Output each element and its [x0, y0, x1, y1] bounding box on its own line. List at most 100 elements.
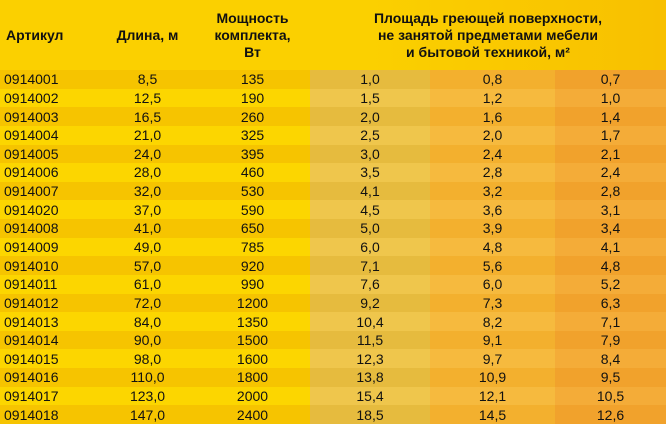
- cell: 1350: [195, 312, 310, 331]
- cell: 0914013: [0, 312, 100, 331]
- cell: 3,9: [430, 219, 555, 238]
- cell: 7,1: [555, 312, 666, 331]
- cell: 147,0: [100, 405, 195, 424]
- cell: 920: [195, 256, 310, 275]
- cell: 28,0: [100, 163, 195, 182]
- cell: 5,0: [310, 219, 430, 238]
- cell: 1,0: [555, 88, 666, 108]
- cell: 395: [195, 144, 310, 164]
- cell: 9,1: [430, 330, 555, 350]
- cell: 9,5: [555, 368, 666, 387]
- cell: 123,0: [100, 386, 195, 406]
- cell: 1800: [195, 368, 310, 387]
- cell: 135: [195, 70, 310, 89]
- header-line: и бытовой техникой, м²: [406, 43, 570, 60]
- cell: 2,1: [555, 144, 666, 164]
- cell: 5,2: [555, 274, 666, 294]
- cell: 5,6: [430, 256, 555, 275]
- cell: 0914020: [0, 200, 100, 220]
- cell: 1,5: [310, 88, 430, 108]
- cell: 0914006: [0, 163, 100, 182]
- header-line: Мощность: [216, 9, 289, 26]
- cell: 1,7: [555, 125, 666, 145]
- cell: 10,5: [555, 386, 666, 406]
- cell: 2000: [195, 386, 310, 406]
- cell: 4,8: [555, 256, 666, 275]
- header-cell: Длина, м: [116, 26, 179, 43]
- cell: 0914017: [0, 386, 100, 406]
- cell: 98,0: [100, 349, 195, 369]
- cell: 990: [195, 274, 310, 294]
- header-line: комплекта,: [214, 26, 291, 43]
- cell: 12,1: [430, 386, 555, 406]
- cell: 2,0: [430, 125, 555, 145]
- cell: 7,9: [555, 330, 666, 350]
- cell: 24,0: [100, 144, 195, 164]
- cell: 0914012: [0, 293, 100, 313]
- cell: 72,0: [100, 293, 195, 313]
- cell: 2,4: [430, 144, 555, 164]
- cell: 6,3: [555, 293, 666, 313]
- cell: 1200: [195, 293, 310, 313]
- cell: 6,0: [310, 237, 430, 257]
- cell: 3,5: [310, 163, 430, 182]
- header-line: Площадь греющей поверхности,: [373, 9, 603, 26]
- cell: 16,5: [100, 107, 195, 126]
- cell: 10,9: [430, 368, 555, 387]
- cell: 0914005: [0, 144, 100, 164]
- cell: 0914007: [0, 181, 100, 201]
- cell: 61,0: [100, 274, 195, 294]
- cell: 1,2: [430, 88, 555, 108]
- header-cell: Мощность комплекта, Вт: [195, 0, 310, 70]
- cell: 2,0: [310, 107, 430, 126]
- cell: 2,8: [430, 163, 555, 182]
- cell: 190: [195, 88, 310, 108]
- cell: 0914018: [0, 405, 100, 424]
- cell: 3,4: [555, 219, 666, 238]
- cell: 90,0: [100, 330, 195, 350]
- cell: 4,1: [555, 237, 666, 257]
- cell: 0,8: [430, 70, 555, 89]
- cell: 0914010: [0, 256, 100, 275]
- cell: 7,6: [310, 274, 430, 294]
- header-cell: Артикул: [6, 26, 64, 43]
- cell: 4,8: [430, 237, 555, 257]
- cell: 0914002: [0, 88, 100, 108]
- cell: 325: [195, 125, 310, 145]
- cell: 32,0: [100, 181, 195, 201]
- cell: 1,0: [310, 70, 430, 89]
- cell: 0914016: [0, 368, 100, 387]
- cell: 57,0: [100, 256, 195, 275]
- cell: 37,0: [100, 200, 195, 220]
- cell: 1,4: [555, 107, 666, 126]
- cell: 3,6: [430, 200, 555, 220]
- cell: 10,4: [310, 312, 430, 331]
- cell: 0914001: [0, 70, 100, 89]
- cell: 110,0: [100, 368, 195, 387]
- cell: 0914015: [0, 349, 100, 369]
- cell: 49,0: [100, 237, 195, 257]
- cell: 18,5: [310, 405, 430, 424]
- cell: 41,0: [100, 219, 195, 238]
- cell: 8,5: [100, 70, 195, 89]
- cell: 590: [195, 200, 310, 220]
- cell: 0914014: [0, 330, 100, 350]
- cell: 9,2: [310, 293, 430, 313]
- cell: 0914004: [0, 125, 100, 145]
- cell: 530: [195, 181, 310, 201]
- cell: 0914009: [0, 237, 100, 257]
- cell: 260: [195, 107, 310, 126]
- cell: 9,7: [430, 349, 555, 369]
- cell: 0914011: [0, 274, 100, 294]
- cell: 460: [195, 163, 310, 182]
- cell: 0914008: [0, 219, 100, 238]
- cell: 1,6: [430, 107, 555, 126]
- cell: 7,1: [310, 256, 430, 275]
- cell: 3,2: [430, 181, 555, 201]
- cell: 1600: [195, 349, 310, 369]
- cell: 2,8: [555, 181, 666, 201]
- cell: 13,8: [310, 368, 430, 387]
- cell: 0,7: [555, 70, 666, 89]
- cell: 4,1: [310, 181, 430, 201]
